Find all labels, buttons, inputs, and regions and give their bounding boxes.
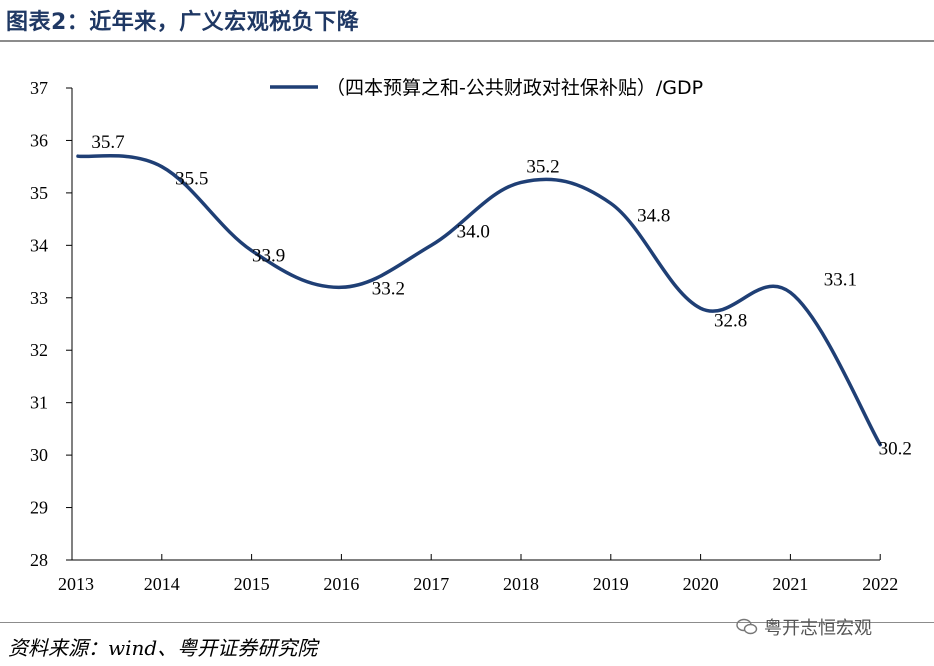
data-label: 33.1 [824, 270, 857, 291]
x-tick-label: 2020 [683, 574, 719, 594]
watermark: 粤开志恒宏观 [736, 614, 872, 640]
data-label: 32.8 [714, 310, 747, 331]
y-tick-label: 36 [30, 130, 48, 150]
source-note: 资料来源：wind、粤开证券研究院 [8, 636, 318, 660]
y-tick-label: 32 [30, 340, 48, 360]
x-tick-label: 2016 [323, 574, 359, 594]
x-tick-label: 2015 [234, 574, 270, 594]
y-tick-label: 30 [30, 445, 48, 465]
y-tick-label: 34 [30, 235, 48, 255]
y-tick-label: 28 [30, 550, 48, 570]
x-tick-label: 2014 [144, 574, 180, 594]
y-tick-label: 35 [30, 183, 48, 203]
legend: （四本预算之和-公共财政对社保补贴）/GDP [270, 77, 703, 99]
x-tick-label: 2017 [413, 574, 449, 594]
data-label: 35.7 [91, 132, 124, 153]
x-tick-label: 2021 [772, 574, 808, 594]
data-label: 34.0 [457, 221, 490, 242]
data-label: 30.2 [879, 439, 912, 460]
data-label: 33.9 [252, 246, 285, 267]
y-tick-label: 31 [30, 393, 48, 413]
data-label: 35.5 [175, 169, 208, 190]
legend-label: （四本预算之和-公共财政对社保补贴）/GDP [326, 77, 703, 99]
chart-title: 图表2：近年来，广义宏观税负下降 [6, 10, 360, 35]
y-tick-label: 33 [30, 288, 48, 308]
data-label: 34.8 [637, 205, 670, 226]
x-tick-label: 2013 [58, 574, 94, 594]
top-divider [0, 40, 934, 42]
y-tick-label: 29 [30, 498, 48, 518]
series-line [76, 154, 882, 447]
data-label: 33.2 [372, 278, 405, 299]
wechat-icon [736, 618, 758, 635]
bottom-divider [0, 622, 934, 623]
x-tick-label: 2018 [503, 574, 539, 594]
data-label: 35.2 [526, 156, 559, 177]
watermark-text: 粤开志恒宏观 [764, 618, 872, 639]
y-tick-label: 37 [30, 78, 48, 98]
line-chart: 28 29 30 31 32 33 34 35 36 37 2013 2014 2015 2016 201… [30, 77, 912, 594]
x-tick-label: 2022 [862, 574, 898, 594]
x-tick-label: 2019 [593, 574, 629, 594]
